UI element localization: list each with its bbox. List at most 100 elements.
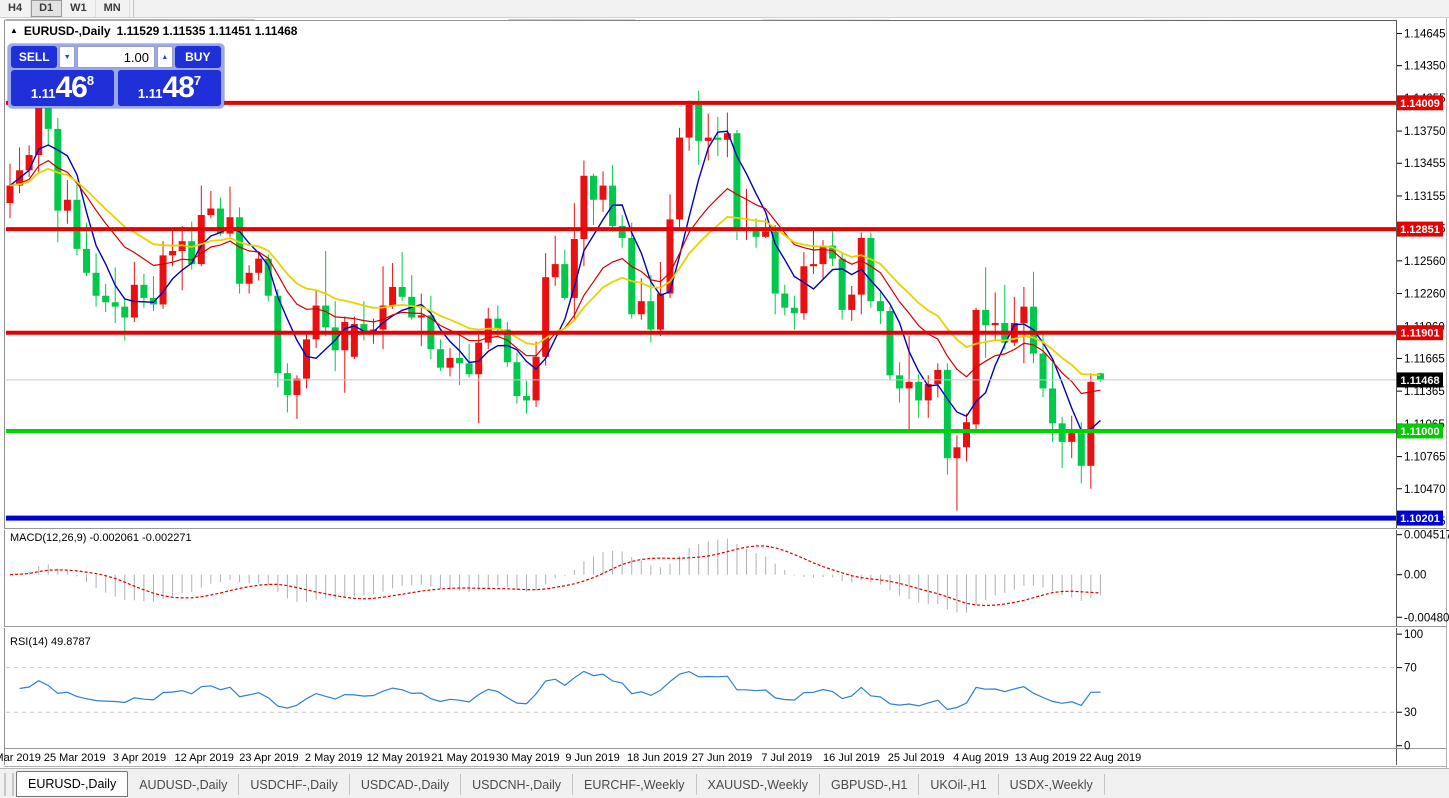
timeframe-button-d1[interactable]: D1	[31, 0, 63, 17]
candle-body	[963, 422, 970, 448]
ma-line-fast	[9, 130, 1101, 432]
tab-usdcad-daily[interactable]: USDCAD-,Daily	[350, 774, 462, 795]
date-label: 2 May 2019	[305, 752, 362, 764]
timeframe-toolbar: H4 D1 W1 MN	[0, 0, 1449, 18]
volume-input[interactable]	[77, 46, 155, 68]
price-pane	[6, 51, 1396, 521]
tab-gbpusd-h1[interactable]: GBPUSD-,H1	[820, 774, 920, 795]
plot-top-border	[5, 19, 1397, 21]
candle-body	[896, 375, 904, 389]
price-line-label: 1.10201	[1400, 513, 1440, 525]
buy-price-prefix: 1.11	[137, 86, 163, 101]
price-line-label: 1.14009	[1400, 98, 1440, 110]
buy-price-display[interactable]: 1.11 48 7	[118, 70, 221, 106]
rsi-tick-label: 100	[1404, 629, 1423, 641]
candle-body	[876, 301, 884, 311]
price-tick-label: 1.11365	[1404, 386, 1445, 398]
candle-body	[446, 357, 454, 368]
buy-price-big: 48	[162, 71, 194, 104]
candle-body	[829, 245, 837, 259]
buy-price-pip: 7	[193, 73, 202, 88]
candle-body	[532, 356, 540, 401]
price-tick-label: 1.14645	[1404, 28, 1446, 40]
date-label: 27 Jun 2019	[692, 752, 753, 764]
tab-ukoil-h1[interactable]: UKOil-,H1	[919, 774, 999, 795]
candle-body	[1096, 373, 1104, 380]
date-label: 13 Aug 2019	[1015, 752, 1077, 764]
price-line-label-bg	[1397, 95, 1443, 111]
timeframe-button-mn[interactable]: MN	[96, 0, 130, 17]
macd-tick-label: 0.004517	[1404, 530, 1449, 542]
price-line-label: 1.11901	[1400, 328, 1439, 340]
sell-button[interactable]: SELL	[11, 46, 58, 68]
candle-body	[905, 381, 913, 389]
candle-body	[953, 447, 961, 459]
price-tick-label: 1.13155	[1404, 191, 1446, 203]
candle-body	[283, 373, 291, 395]
price-tick-label: 1.14350	[1404, 61, 1446, 73]
candle-body	[771, 231, 779, 294]
candle-body	[666, 219, 674, 294]
sell-price-pip: 8	[86, 73, 95, 88]
candle-body	[350, 324, 358, 357]
candle-body	[656, 293, 664, 330]
candle-body	[398, 287, 406, 297]
price-axis[interactable]: 1.146451.143501.140551.137501.134551.131…	[1397, 28, 1449, 753]
price-tick-label: 1.12560	[1404, 256, 1446, 268]
candle-body	[436, 349, 444, 368]
candle-body	[245, 272, 253, 284]
tab-audusd-daily[interactable]: AUDUSD-,Daily	[128, 774, 240, 795]
candle-body	[102, 295, 110, 303]
candle-body	[159, 255, 167, 305]
tab-usdcnh-daily[interactable]: USDCNH-,Daily	[461, 774, 574, 795]
candle-body	[121, 306, 129, 318]
chevron-up-icon: ▲	[161, 53, 169, 61]
volume-decrease-button[interactable]: ▼	[59, 46, 75, 68]
symbol-tabbar: EURUSD-,Daily AUDUSD-,Daily USDCHF-,Daily U…	[0, 768, 1449, 798]
rsi-tick-label: 70	[1404, 663, 1417, 675]
date-label: 30 May 2019	[496, 752, 560, 764]
buy-button[interactable]: BUY	[174, 46, 221, 68]
tab-eurusd-daily[interactable]: EURUSD-,Daily	[16, 771, 129, 797]
price-tick-label: 1.13750	[1404, 126, 1446, 138]
candle-body	[255, 258, 263, 273]
candle-body	[628, 237, 636, 315]
date-label: 4 Aug 2019	[953, 752, 1009, 764]
rsi-label: RSI(14) 49.8787	[10, 636, 91, 648]
candle-body	[542, 277, 550, 357]
candle-body	[599, 185, 607, 200]
candle-body	[83, 248, 91, 273]
volume-increase-button[interactable]: ▲	[157, 46, 173, 68]
tabbar-scroll-grip[interactable]	[4, 773, 14, 796]
candle-body	[188, 241, 196, 265]
tab-usdx-weekly[interactable]: USDX-,Weekly	[999, 774, 1105, 795]
price-tick-label: 1.10765	[1404, 452, 1446, 464]
date-label: 25 Jul 2019	[888, 752, 945, 764]
candle-body	[618, 225, 626, 238]
candle-body	[570, 239, 578, 298]
candle-body	[207, 208, 215, 216]
candle-body	[934, 369, 942, 385]
sell-price-display[interactable]: 1.11 46 8	[11, 70, 114, 106]
candle-body	[293, 378, 301, 395]
rsi-pane	[6, 667, 1396, 713]
candle-body	[475, 342, 483, 375]
tab-usdchf-daily[interactable]: USDCHF-,Daily	[239, 774, 350, 795]
date-label: 15 Mar 2019	[0, 752, 41, 764]
candle-body	[982, 309, 990, 326]
candle-body	[800, 266, 808, 314]
timeframe-button-w1[interactable]: W1	[62, 0, 96, 17]
tab-eurchf-weekly[interactable]: EURCHF-,Weekly	[573, 774, 697, 795]
candle-body	[809, 264, 817, 267]
panel-collapse-icon[interactable]: ▲	[10, 26, 18, 35]
candle-body	[943, 369, 951, 459]
price-line-label: 1.11468	[1400, 375, 1439, 387]
candle-body	[331, 327, 339, 351]
timeframe-button-h4[interactable]: H4	[0, 0, 32, 17]
price-line-label: 1.11000	[1400, 426, 1439, 438]
tab-xauusd-weekly[interactable]: XAUUSD-,Weekly	[697, 774, 820, 795]
candle-body	[1087, 381, 1095, 466]
candle-body	[111, 302, 119, 307]
